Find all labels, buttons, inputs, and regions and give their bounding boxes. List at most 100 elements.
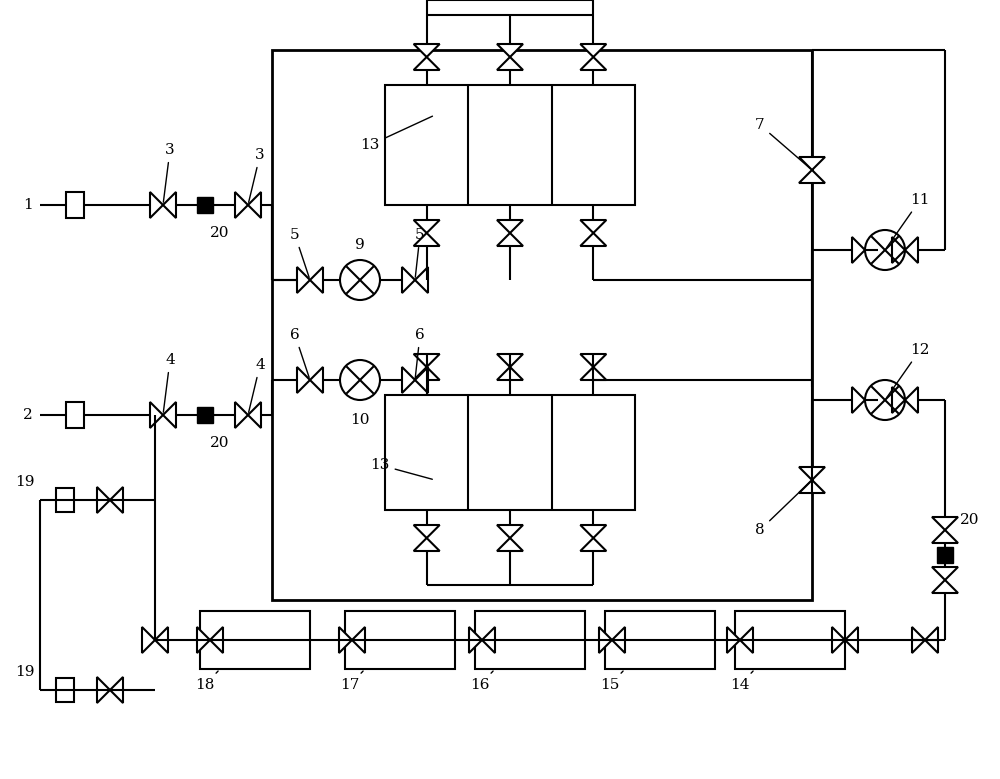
Circle shape [340,260,380,300]
Polygon shape [310,367,323,393]
Text: 5: 5 [290,228,309,277]
Text: 19: 19 [15,665,35,679]
Text: 20: 20 [210,226,230,240]
Text: 3: 3 [249,148,265,203]
Polygon shape [612,627,625,653]
Text: 4: 4 [163,353,175,412]
Polygon shape [865,237,878,263]
Polygon shape [580,538,606,551]
Bar [56,488,74,512]
Text: 19: 19 [15,475,35,489]
Polygon shape [482,627,495,653]
Polygon shape [932,580,958,593]
Text: 15: 15 [600,671,623,692]
Polygon shape [799,157,825,170]
Circle shape [865,380,905,420]
Polygon shape [845,627,858,653]
Polygon shape [414,538,440,551]
Polygon shape [248,192,261,218]
Polygon shape [310,267,323,293]
Polygon shape [339,627,352,653]
Polygon shape [235,402,248,428]
Polygon shape [150,192,163,218]
Polygon shape [163,192,176,218]
Text: 9: 9 [355,238,365,252]
Polygon shape [832,627,845,653]
Text: 20: 20 [210,436,230,450]
Polygon shape [580,44,606,57]
Bar [735,611,845,669]
Bar [200,611,310,669]
Text: 7: 7 [755,118,810,168]
Polygon shape [415,267,428,293]
Polygon shape [599,627,612,653]
Bar [605,611,715,669]
Text: 18: 18 [195,671,218,692]
Polygon shape [297,267,310,293]
Polygon shape [402,367,415,393]
Polygon shape [110,677,123,703]
Polygon shape [497,57,523,70]
Polygon shape [210,627,223,653]
Polygon shape [580,354,606,367]
Polygon shape [799,170,825,183]
Polygon shape [297,367,310,393]
Bar [66,192,84,218]
Bar [385,395,635,510]
Polygon shape [414,233,440,246]
Polygon shape [97,677,110,703]
Text: 3: 3 [163,143,175,203]
Polygon shape [580,525,606,538]
Text: 6: 6 [415,328,425,377]
Polygon shape [497,538,523,551]
Polygon shape [497,367,523,380]
Text: 12: 12 [887,343,930,398]
Text: 6: 6 [290,328,309,377]
Circle shape [340,360,380,400]
Text: 1: 1 [23,198,33,212]
Text: 13: 13 [370,458,432,479]
Polygon shape [352,627,365,653]
Polygon shape [727,627,740,653]
Bar [345,611,455,669]
Polygon shape [497,233,523,246]
Text: 5: 5 [415,228,425,277]
Polygon shape [248,402,261,428]
Polygon shape [142,627,155,653]
Polygon shape [150,402,163,428]
Polygon shape [497,354,523,367]
Text: 4: 4 [249,358,265,412]
Polygon shape [580,233,606,246]
Polygon shape [580,220,606,233]
Text: 8: 8 [755,482,810,537]
Polygon shape [415,367,428,393]
Text: 2: 2 [23,408,33,422]
Polygon shape [497,525,523,538]
Text: 10: 10 [350,413,370,427]
Polygon shape [925,627,938,653]
Text: 16: 16 [470,671,493,692]
Polygon shape [402,267,415,293]
Polygon shape [197,627,210,653]
Polygon shape [414,220,440,233]
Polygon shape [469,627,482,653]
Text: 11: 11 [887,193,930,248]
Bar [385,85,635,205]
Polygon shape [852,237,865,263]
Polygon shape [740,627,753,653]
Polygon shape [912,627,925,653]
Polygon shape [932,517,958,530]
Polygon shape [799,467,825,480]
Polygon shape [799,480,825,493]
Polygon shape [110,487,123,513]
Polygon shape [497,220,523,233]
Text: 17: 17 [340,671,363,692]
Bar [272,50,812,600]
Polygon shape [932,567,958,580]
Polygon shape [497,44,523,57]
Polygon shape [163,402,176,428]
Bar [56,678,74,702]
Bar [197,407,213,423]
Bar [66,402,84,428]
Polygon shape [414,367,440,380]
